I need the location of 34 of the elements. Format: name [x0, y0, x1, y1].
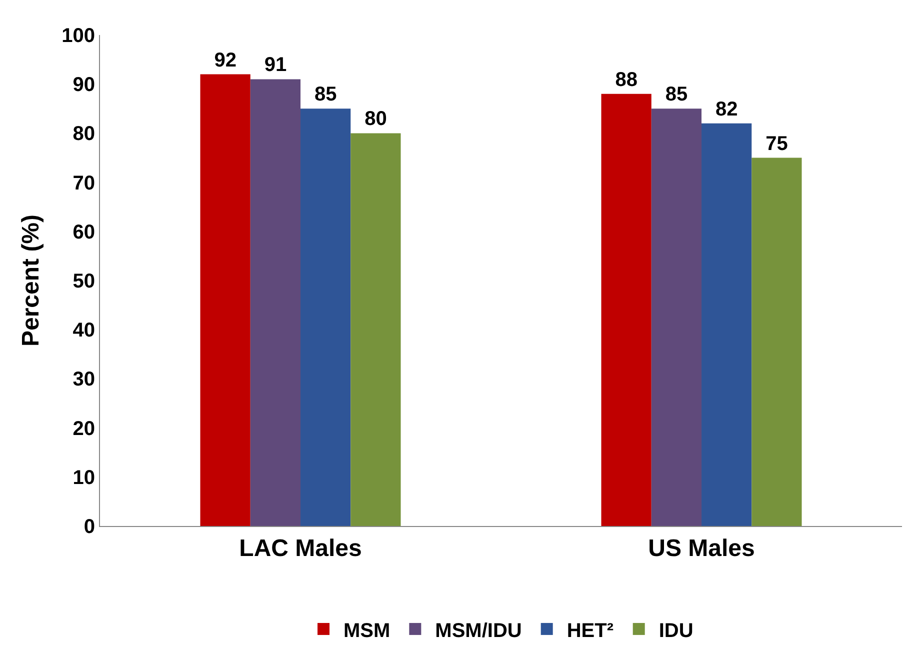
bar — [752, 158, 802, 526]
data-label: 91 — [264, 54, 287, 76]
x-tick-label: LAC Males — [239, 534, 362, 562]
y-tick-label: 40 — [72, 320, 95, 342]
x-tick-label: US Males — [648, 534, 755, 562]
y-tick-label: 100 — [62, 25, 95, 47]
y-tick-label: 0 — [84, 516, 95, 538]
y-tick-label: 20 — [72, 418, 95, 440]
y-tick-label: 70 — [72, 172, 95, 194]
data-label: 92 — [214, 49, 236, 72]
y-tick-label: 60 — [72, 221, 95, 244]
bar — [200, 74, 250, 526]
y-tick-label: 80 — [72, 123, 95, 146]
data-label: 80 — [364, 108, 387, 130]
legend-label: MSM/IDU — [435, 620, 522, 642]
legend-label: HET² — [566, 620, 614, 642]
y-tick-label: 30 — [72, 368, 95, 391]
bar — [702, 123, 752, 526]
legend-label: MSM — [344, 620, 390, 642]
data-label: 75 — [766, 132, 788, 155]
y-tick-label: 10 — [72, 466, 95, 489]
data-label: 85 — [665, 84, 688, 106]
bar — [651, 108, 702, 526]
y-tick-label: 90 — [72, 74, 95, 96]
legend-label: IDU — [658, 620, 694, 642]
data-label: 85 — [314, 84, 337, 106]
y-axis-title: Percent (%) — [18, 214, 45, 347]
bar — [300, 108, 351, 526]
bar — [601, 94, 652, 526]
bar — [250, 79, 300, 526]
y-tick-label: 50 — [72, 270, 95, 292]
data-label: 88 — [615, 68, 638, 91]
data-label: 82 — [715, 98, 738, 120]
bar — [350, 133, 401, 526]
